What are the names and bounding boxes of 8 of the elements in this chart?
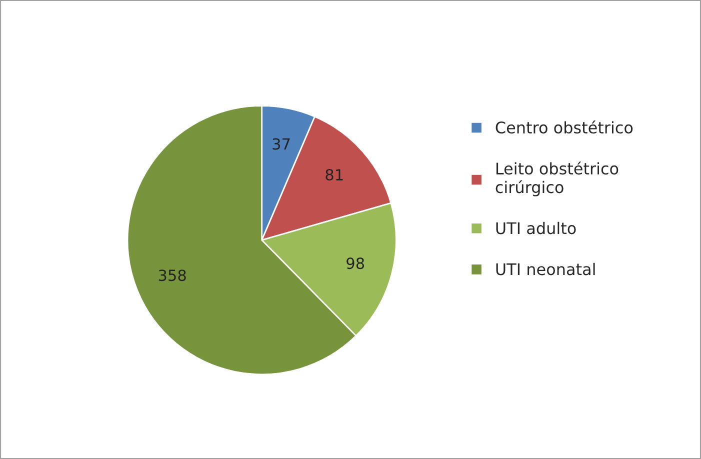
data-label: 81 (326, 168, 343, 181)
legend-label: UTI adulto (496, 222, 576, 234)
data-label: 358 (158, 270, 186, 282)
legend-label: Leito obstétrico cirúrgico (496, 162, 618, 196)
data-label: 37 (272, 138, 290, 150)
legend-label: UTI neonatal (496, 262, 595, 276)
legend-label: Centro obstétrico (496, 120, 633, 134)
data-label: 98 (346, 258, 364, 270)
